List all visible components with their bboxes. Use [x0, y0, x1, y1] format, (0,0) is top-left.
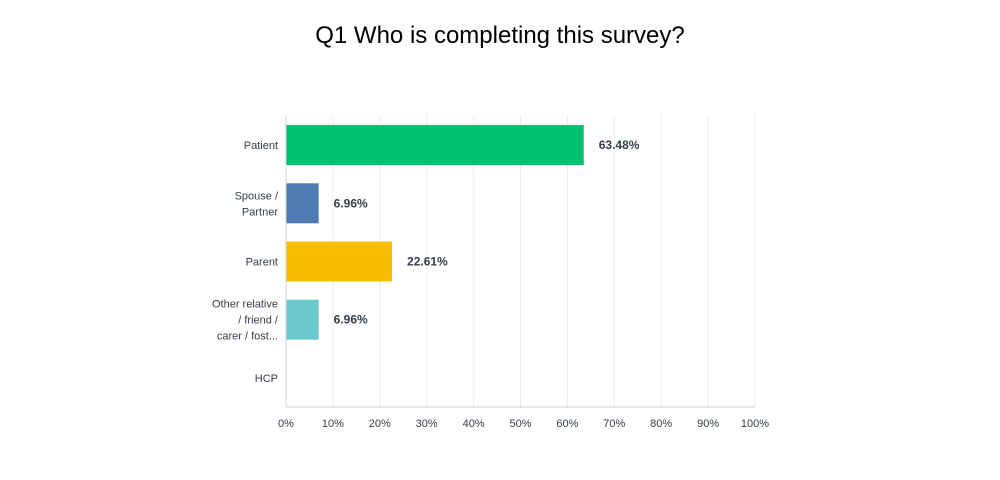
- category-label-line: carer / fost...: [217, 331, 278, 343]
- category-label-line: Patient: [244, 140, 278, 152]
- labels: 0% 10% 20% 30% 40% 50% 60% 70% 80% 90% 100% Patient…: [212, 138, 769, 430]
- x-tick-label: 60%: [556, 418, 578, 430]
- category-label-line: Spouse /: [235, 190, 279, 202]
- bars: [286, 125, 584, 340]
- bar: [286, 183, 319, 224]
- category-label-line: Partner: [242, 206, 278, 218]
- x-tick-label: 10%: [322, 418, 344, 430]
- x-tick-label: 0%: [278, 418, 294, 430]
- x-tick-label: 30%: [416, 418, 438, 430]
- x-tick-label: 100%: [741, 418, 769, 430]
- data-label: 6.96%: [334, 196, 368, 210]
- bar: [286, 125, 584, 166]
- data-label: 6.96%: [334, 313, 368, 327]
- category-label: HCP: [255, 373, 278, 385]
- data-label: 22.61%: [407, 255, 448, 269]
- bar: [286, 299, 319, 340]
- category-label-line: / friend /: [238, 315, 279, 327]
- category-label: Spouse / Partner: [235, 190, 279, 218]
- category-label-line: Other relative: [212, 299, 278, 311]
- chart-title: Q1 Who is completing this survey?: [315, 22, 685, 49]
- category-label: Other relative / friend / carer / fost...: [212, 299, 279, 343]
- x-tick-label: 40%: [463, 418, 485, 430]
- axes: [285, 116, 755, 408]
- x-tick-label: 20%: [369, 418, 391, 430]
- category-label: Patient: [244, 140, 278, 152]
- x-tick-label: 70%: [603, 418, 625, 430]
- x-tick-label: 50%: [509, 418, 531, 430]
- category-label-line: Parent: [246, 257, 278, 269]
- bar: [286, 241, 393, 282]
- data-label: 63.48%: [599, 138, 640, 152]
- category-label-line: HCP: [255, 373, 278, 385]
- x-tick-label: 90%: [697, 418, 719, 430]
- category-label: Parent: [246, 257, 278, 269]
- x-tick-label: 80%: [650, 418, 672, 430]
